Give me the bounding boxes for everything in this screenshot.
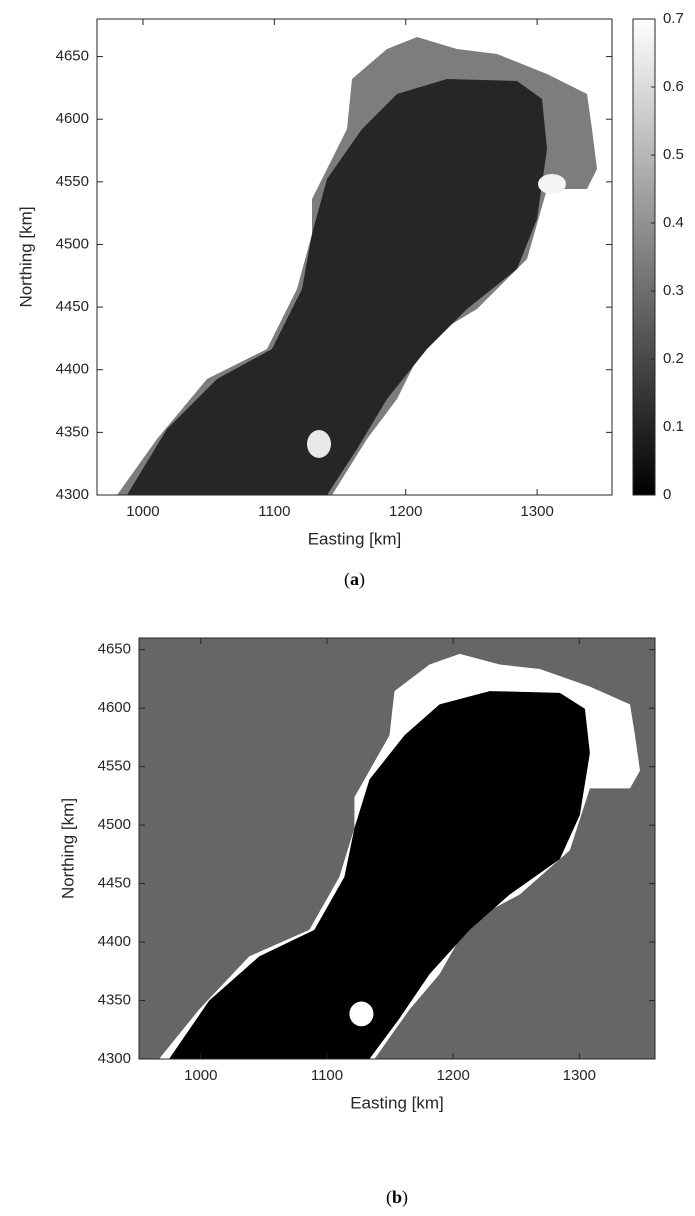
x-tick-label: 1200 [389,503,422,520]
y-tick-label: 4600 [56,110,89,127]
y-tick-label: 4350 [98,991,131,1008]
colorbar-tick-label: 0.7 [663,10,684,27]
colorbar [632,18,656,496]
y-tick-label: 4550 [98,758,131,775]
x-tick-label: 1300 [563,1067,596,1084]
colorbar-tick-label: 0.5 [663,146,684,163]
x-tick-label: 1100 [258,503,290,520]
y-tick-label: 4500 [56,235,89,252]
colorbar-tick-label: 0.3 [663,282,684,299]
y-tick-label: 4550 [56,173,89,190]
map-image-a [97,19,612,495]
y-tick-label: 4650 [98,641,131,658]
colorbar-tick-label: 0.1 [663,418,684,435]
y-axis-label: Northing [km] [16,206,35,307]
y-tick-label: 4350 [56,423,89,440]
y-tick-label: 4450 [56,298,89,315]
y-axis-label: Northing [km] [58,798,77,899]
colorbar-tick-label: 0.4 [663,214,684,231]
x-tick-label: 1000 [184,1067,217,1084]
x-tick-label: 1200 [436,1067,469,1084]
caption: (a) [344,569,365,590]
x-tick-label: 1300 [520,503,553,520]
x-tick-label: 1100 [311,1067,343,1084]
x-axis-label: Easting [km] [350,1093,444,1112]
y-tick-label: 4600 [98,699,131,716]
y-tick-label: 4500 [98,816,131,833]
colorbar-tick-label: 0.6 [663,78,684,95]
y-tick-label: 4450 [98,875,131,892]
y-tick-label: 4400 [56,361,89,378]
y-tick-label: 4300 [98,1050,131,1067]
colorbar-tick-label: 0.2 [663,350,684,367]
axes-box [138,637,656,1060]
y-tick-label: 4400 [98,933,131,950]
map-image-b [139,638,655,1059]
x-axis-label: Easting [km] [308,529,402,548]
x-tick-label: 1000 [126,503,159,520]
caption: (b) [386,1187,408,1208]
axes-box [96,18,613,496]
y-tick-label: 4650 [56,48,89,65]
y-tick-label: 4300 [56,486,89,503]
colorbar-tick-label: 0 [663,486,671,503]
